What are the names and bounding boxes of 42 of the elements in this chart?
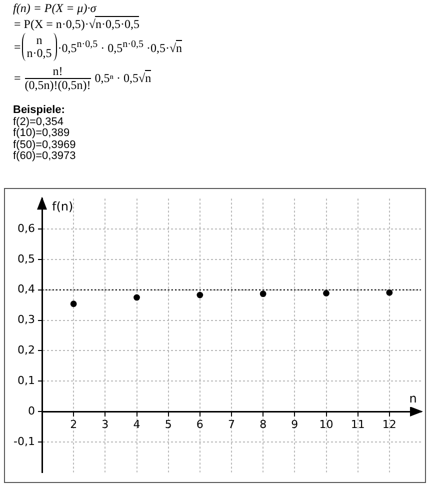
text: n·0,5 xyxy=(26,46,52,60)
y-tick-label: -0,1 xyxy=(14,434,35,448)
y-tick-label: 0,4 xyxy=(18,282,35,296)
y-tick-label: 0,1 xyxy=(18,374,35,387)
y-tick-label: 0 xyxy=(28,404,35,418)
x-tick-label: 8 xyxy=(260,418,267,432)
point xyxy=(70,300,77,308)
text: Beispiele: xyxy=(13,104,65,116)
point xyxy=(134,294,140,301)
text: (0,5n)!(0,5n)! xyxy=(24,78,91,92)
text: f(2)=0,354 xyxy=(13,116,64,128)
x-tick-label: 10 xyxy=(319,418,334,432)
text: = P(X = n·0,5)·√n·0,5·0,5 xyxy=(14,16,140,31)
text: f(10)=0,389 xyxy=(13,127,70,139)
text: 0,5ⁿ · 0,5√n xyxy=(94,70,152,84)
x-tick-label: 7 xyxy=(228,418,235,432)
x-tick-label: 5 xyxy=(164,418,172,432)
text: f(n) = P(X = μ)·σ xyxy=(13,1,96,15)
point xyxy=(323,290,330,296)
x-tick-label: 4 xyxy=(133,418,140,432)
text: ·0,5$^{n·0,5}$ · 0,5$^{n·0,5}$ ·0,5·√n xyxy=(58,38,182,54)
x-axis-title: n xyxy=(409,392,417,406)
point xyxy=(260,290,266,298)
text: f(50)=0,3969 xyxy=(13,138,76,150)
x-tick-label: 11 xyxy=(350,418,365,432)
text: n xyxy=(36,33,42,47)
x-tick-label: 6 xyxy=(196,418,204,432)
text: f(60)=0,3973 xyxy=(13,150,76,162)
x-tick-label: 9 xyxy=(291,418,298,432)
text: n! xyxy=(24,64,91,78)
point xyxy=(386,289,393,296)
y-tick-label: 0,3 xyxy=(18,313,35,326)
text: = xyxy=(14,40,21,54)
y-axis-title: f(n) xyxy=(52,200,74,214)
point xyxy=(196,292,204,298)
y-tick-label: 0,6 xyxy=(18,222,35,235)
y-tick-label: 0,5 xyxy=(18,252,35,266)
text: = xyxy=(14,70,21,86)
x-tick-label: 12 xyxy=(382,418,396,432)
y-tick-label: 0,2 xyxy=(18,344,35,357)
x-tick-label: 2 xyxy=(70,418,78,432)
x-tick-label: 3 xyxy=(102,418,109,432)
